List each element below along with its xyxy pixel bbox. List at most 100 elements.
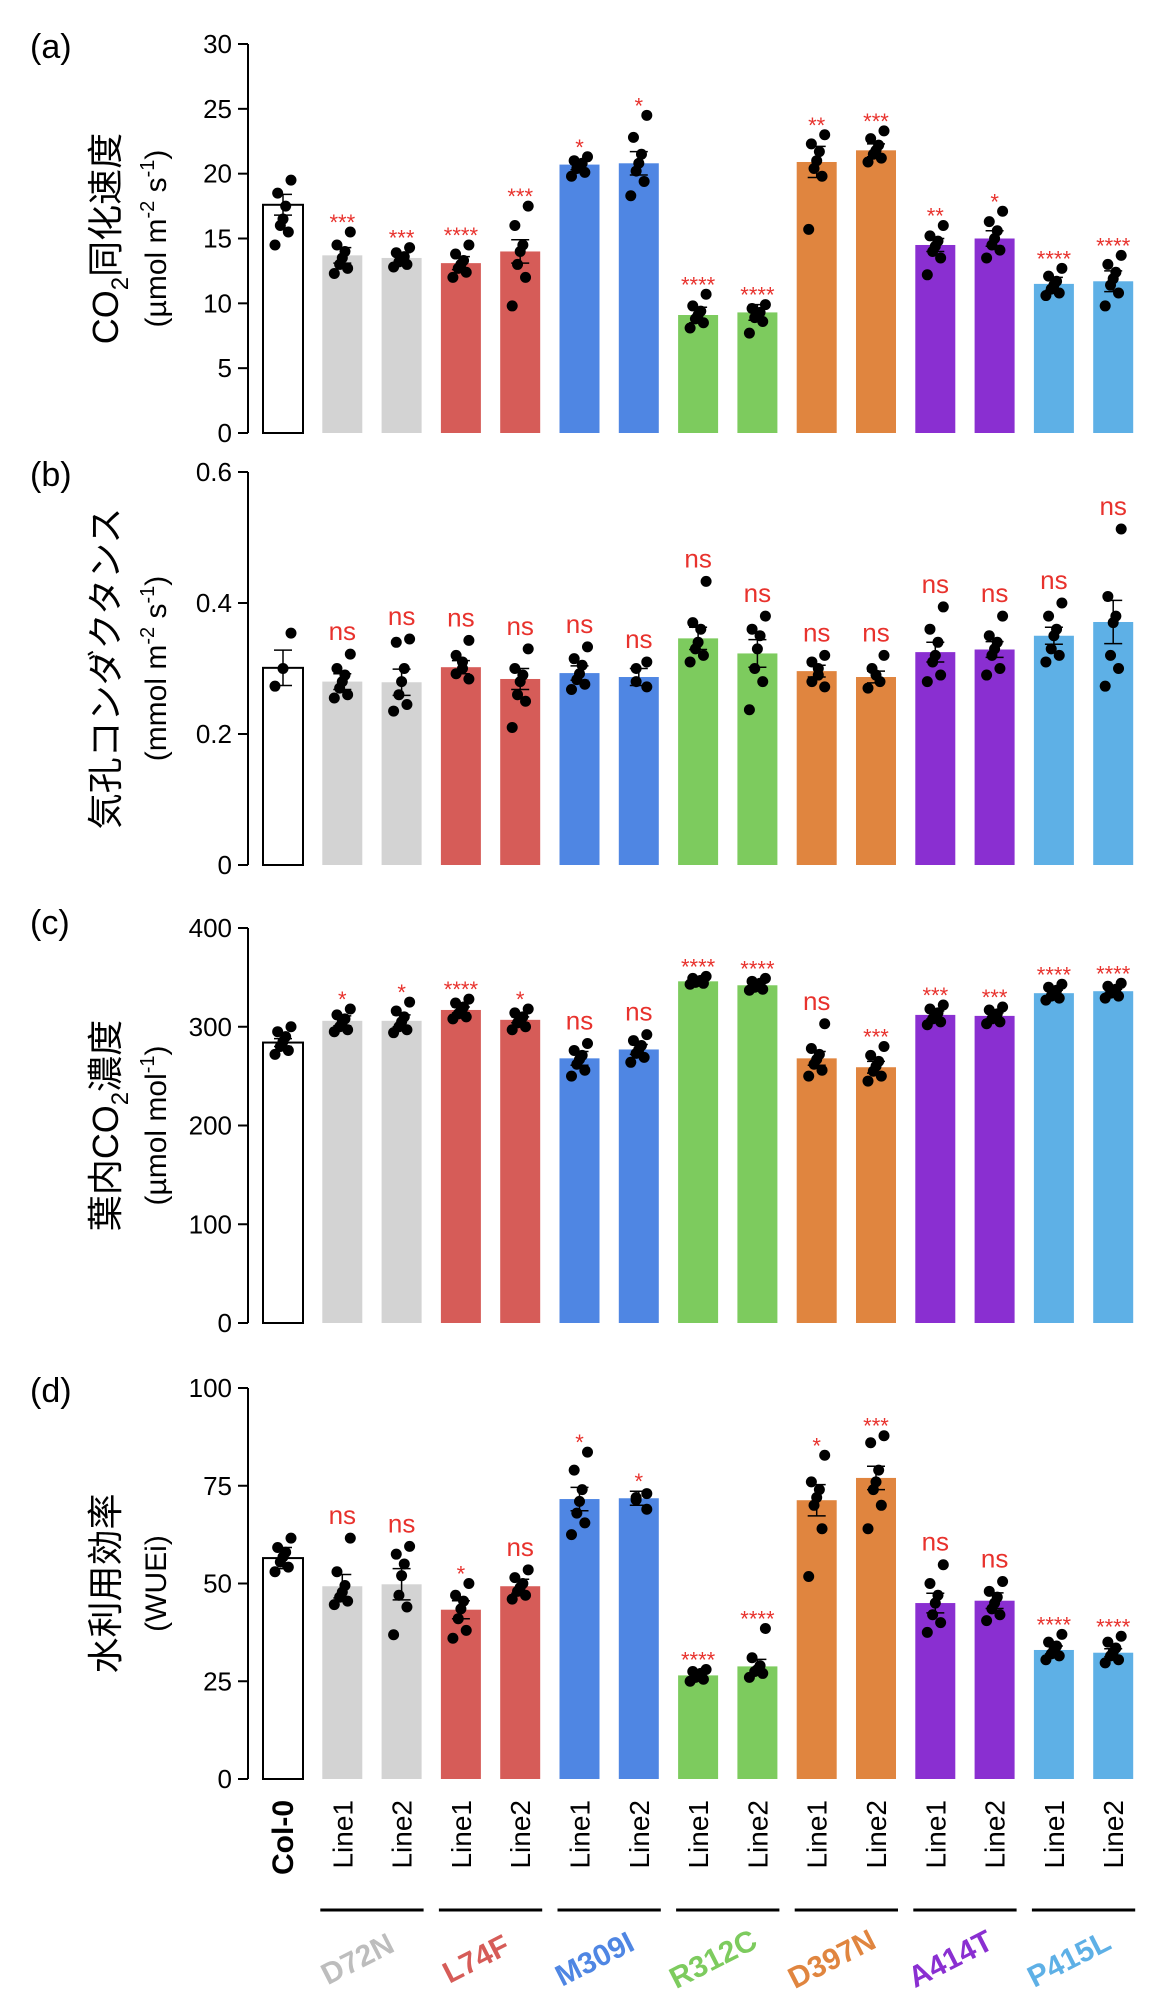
bar: [974, 1600, 1015, 1779]
y-axis-unit-part: s: [140, 177, 173, 200]
data-point: [342, 262, 354, 274]
data-point: [927, 1609, 939, 1621]
bar: [322, 1586, 363, 1779]
significance-label: ****: [681, 954, 716, 979]
bar: [440, 667, 481, 865]
significance-label: **: [927, 204, 945, 229]
data-point: [285, 1021, 297, 1033]
bar: [974, 1015, 1015, 1323]
data-point: [981, 1018, 993, 1030]
data-point: [579, 1064, 591, 1076]
bar: [262, 666, 304, 866]
data-point: [506, 1024, 518, 1036]
data-point: [754, 630, 766, 642]
bar: [915, 1603, 956, 1779]
data-point: [328, 1026, 340, 1038]
panel-label: (c): [30, 904, 70, 942]
x-tick-label: Line1: [565, 1800, 596, 1869]
data-point: [1115, 523, 1127, 535]
data-point: [582, 1446, 593, 1458]
data-point: [983, 630, 995, 642]
data-point: [463, 1578, 475, 1589]
data-point: [450, 1589, 462, 1601]
x-axis-categories: Col-0 Line1 Line2 Line1 Line2 Line1 Line2 Line1…: [267, 1800, 1136, 1995]
data-point: [641, 1029, 653, 1041]
data-point: [447, 271, 459, 283]
data-point: [344, 226, 356, 238]
data-point: [878, 1041, 890, 1052]
x-tick-label: Line1: [920, 1800, 951, 1869]
significance-label: *: [812, 1433, 821, 1458]
bar: [381, 257, 422, 433]
group-label: D72N: [316, 1927, 399, 1991]
data-point: [1040, 994, 1052, 1006]
significance-label: ****: [740, 283, 775, 308]
data-point: [463, 239, 475, 251]
significance-label: ns: [922, 1527, 949, 1557]
data-point: [924, 1578, 936, 1589]
data-point: [1099, 1657, 1111, 1669]
y-axis-title-sub: 2: [107, 277, 134, 290]
y-tick-label: 5: [218, 353, 232, 383]
data-point: [1040, 290, 1052, 302]
x-tick-label: Line2: [980, 1800, 1011, 1869]
data-point: [700, 288, 712, 300]
group-label: P415L: [1022, 1925, 1116, 1995]
y-axis-title-tail: 濃度: [85, 1020, 126, 1092]
y-axis-title-sub: 2: [107, 1092, 134, 1105]
bar: [796, 1500, 837, 1779]
y-tick-label: 30: [203, 29, 232, 59]
data-point: [935, 252, 947, 264]
data-point: [746, 1652, 758, 1664]
data-point: [269, 1048, 281, 1060]
data-point: [566, 170, 577, 182]
data-point: [994, 1016, 1006, 1028]
bar: [559, 1058, 600, 1323]
data-point: [819, 129, 831, 141]
data-point: [743, 984, 755, 996]
y-tick-label: 100: [189, 1209, 232, 1239]
data-point: [700, 575, 712, 587]
data-point: [921, 1019, 933, 1031]
data-point: [1113, 287, 1125, 299]
y-axis-unit-exp: -1: [137, 160, 159, 178]
significance-label: ns: [506, 1532, 533, 1562]
data-point: [986, 649, 998, 661]
significance-label: *: [635, 1469, 644, 1494]
data-point: [994, 663, 1006, 674]
data-point: [1099, 300, 1111, 312]
data-point: [1113, 663, 1125, 674]
significance-label: ***: [982, 985, 1008, 1010]
significance-label: ns: [1099, 491, 1126, 521]
group-label: A414T: [903, 1924, 998, 1994]
bar: [737, 653, 778, 865]
significance-label: *: [990, 189, 999, 214]
data-point: [568, 653, 580, 665]
data-point: [1105, 649, 1117, 661]
bar: [856, 1477, 896, 1779]
data-point: [816, 1064, 828, 1076]
panel-b: (b) 気孔コンダクタンス (mmol m-2 s-1) 0 0.2 0.4 0.6 ns ns…: [30, 456, 1134, 880]
significance-label: *: [397, 980, 406, 1005]
data-point: [401, 1024, 413, 1036]
data-point: [512, 258, 524, 270]
bar: [618, 163, 659, 433]
data-point: [937, 601, 949, 613]
data-point: [1053, 649, 1065, 661]
y-tick-label: 0.6: [196, 457, 232, 487]
bar: [856, 150, 896, 433]
data-point: [862, 682, 874, 694]
data-point: [522, 1564, 534, 1576]
bar: [618, 1049, 659, 1323]
data-point: [874, 676, 886, 688]
panel-label: (d): [30, 1372, 72, 1410]
bar: [915, 1014, 956, 1323]
y-tick-label: 0: [218, 1308, 232, 1338]
data-point: [697, 1673, 709, 1685]
bar: [440, 1009, 481, 1323]
data-point: [1102, 590, 1114, 602]
data-point: [342, 689, 354, 701]
significance-label: ***: [329, 210, 355, 235]
significance-label: ****: [1096, 1614, 1131, 1639]
